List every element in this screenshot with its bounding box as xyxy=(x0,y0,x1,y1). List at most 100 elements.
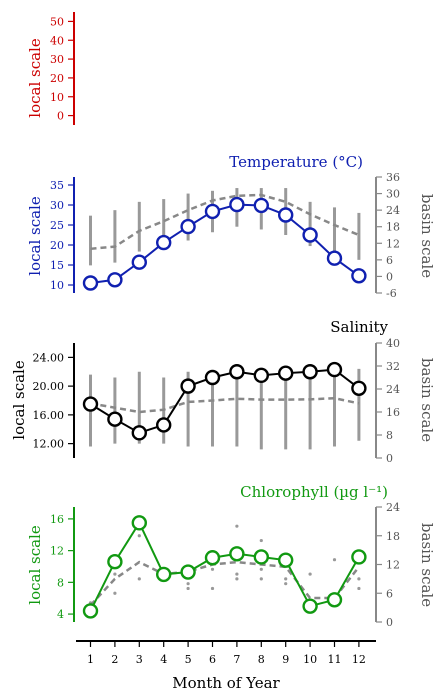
right-tick-label: 12 xyxy=(386,237,400,250)
left-tick-label: 16 xyxy=(50,513,64,526)
local-point xyxy=(351,549,367,565)
salinity-y-axis-label: local scale xyxy=(10,360,28,440)
basin-point xyxy=(357,577,361,581)
basin-point xyxy=(259,567,263,571)
basin-point xyxy=(235,577,239,581)
right-tick-label: 24 xyxy=(386,383,400,396)
left-tick-label: 0 xyxy=(57,110,64,123)
chlorophyll-basin-axis-label: basin scale xyxy=(418,523,436,607)
salinity-basin-axis-label: basin scale xyxy=(418,358,436,442)
local-point xyxy=(155,566,172,583)
basin-point xyxy=(137,577,141,581)
temperature-y-axis-label: local scale xyxy=(26,196,44,276)
basin-point xyxy=(210,567,215,571)
left-tick-label: 8 xyxy=(57,576,64,589)
right-tick-label: 30 xyxy=(386,188,400,201)
basin-point xyxy=(259,577,263,581)
x-axis-label: Month of Year xyxy=(172,674,280,692)
local-point xyxy=(180,378,196,394)
chlorophyll-y-axis-label: local scale xyxy=(26,525,44,605)
local-point xyxy=(229,196,245,213)
local-point xyxy=(351,380,367,396)
basin-mean-line xyxy=(90,193,360,251)
basin-point xyxy=(284,577,288,581)
right-tick-label: 24 xyxy=(386,501,400,514)
local-point xyxy=(278,207,294,223)
local-point xyxy=(131,515,148,531)
basin-point xyxy=(308,572,312,576)
left-tick-label: 12 xyxy=(50,545,64,558)
right-tick-label: 6 xyxy=(386,587,393,600)
x-tick-label: 2 xyxy=(111,653,118,666)
x-axis: Month of Year 1 2 3 4 5 6 7 8 9 10 11 12 xyxy=(76,640,376,692)
left-tick-label: 15 xyxy=(50,259,64,272)
x-tick-label: 5 xyxy=(185,653,192,666)
chlorophyll-title: Chlorophyll (µg l⁻¹) xyxy=(240,483,388,501)
basin-mean-line xyxy=(89,560,360,607)
x-tick-label: 12 xyxy=(352,653,366,666)
local-point xyxy=(131,254,148,270)
local-point xyxy=(302,598,318,614)
left-tick-label: 10 xyxy=(50,279,64,292)
local-point xyxy=(107,554,123,570)
local-point xyxy=(278,365,294,381)
local-point xyxy=(131,425,148,441)
x-tick-label: 11 xyxy=(328,653,342,666)
panel-top: local scale 0 10 20 30 40 50 xyxy=(26,12,75,125)
local-point xyxy=(253,197,269,214)
panel-salinity: Salinity local scale basin scale 12.00 16… xyxy=(10,318,436,465)
right-tick-label: 16 xyxy=(386,406,400,419)
local-point xyxy=(229,364,245,380)
left-tick-label: 35 xyxy=(50,179,64,192)
basin-point xyxy=(113,572,117,576)
basin-point xyxy=(235,524,239,528)
right-tick-label: 0 xyxy=(386,270,393,283)
left-tick-label: 20.00 xyxy=(33,380,65,393)
left-tick-label: 30 xyxy=(50,199,64,212)
basin-point xyxy=(113,591,117,595)
right-tick-label: 18 xyxy=(386,221,400,234)
local-point xyxy=(107,411,123,427)
local-point xyxy=(302,227,318,243)
x-tick-label: 8 xyxy=(258,653,265,666)
basin-point xyxy=(210,586,215,591)
right-tick-label: 0 xyxy=(386,452,393,465)
local-point xyxy=(253,549,269,565)
salinity-title: Salinity xyxy=(330,318,388,336)
local-point xyxy=(107,272,123,288)
local-point xyxy=(180,564,196,580)
local-point xyxy=(302,364,318,380)
local-point xyxy=(82,603,99,619)
left-tick-label: 25 xyxy=(50,219,64,232)
local-point xyxy=(278,552,294,568)
right-tick-label: -6 xyxy=(386,287,397,300)
left-tick-label: 30 xyxy=(50,53,64,66)
basin-mean-line xyxy=(90,396,360,414)
x-tick-label: 1 xyxy=(87,653,94,666)
x-tick-label: 6 xyxy=(209,653,216,666)
basin-point xyxy=(332,558,337,562)
local-series-line xyxy=(90,203,360,284)
left-tick-label: 20 xyxy=(50,239,64,252)
left-tick-label: 50 xyxy=(50,15,64,28)
left-tick-label: 24.00 xyxy=(33,351,65,364)
local-point xyxy=(253,367,269,384)
local-point xyxy=(326,592,343,608)
panel-temperature: Temperature (°C) local scale basin scale… xyxy=(26,153,436,300)
top-y-axis-label: local scale xyxy=(26,38,44,118)
basin-point xyxy=(259,538,263,543)
left-tick-label: 20 xyxy=(50,72,64,85)
left-tick-label: 10 xyxy=(50,91,64,104)
right-tick-label: 12 xyxy=(386,559,400,572)
local-point xyxy=(204,203,221,220)
local-point xyxy=(155,417,172,433)
local-point xyxy=(326,250,343,266)
panel-chlorophyll: Chlorophyll (µg l⁻¹) local scale basin s… xyxy=(26,483,436,629)
local-point xyxy=(326,361,343,378)
basin-point xyxy=(137,534,141,538)
local-series-line xyxy=(89,368,360,434)
local-point xyxy=(229,546,245,562)
local-point xyxy=(82,396,99,412)
x-tick-label: 9 xyxy=(282,653,289,666)
